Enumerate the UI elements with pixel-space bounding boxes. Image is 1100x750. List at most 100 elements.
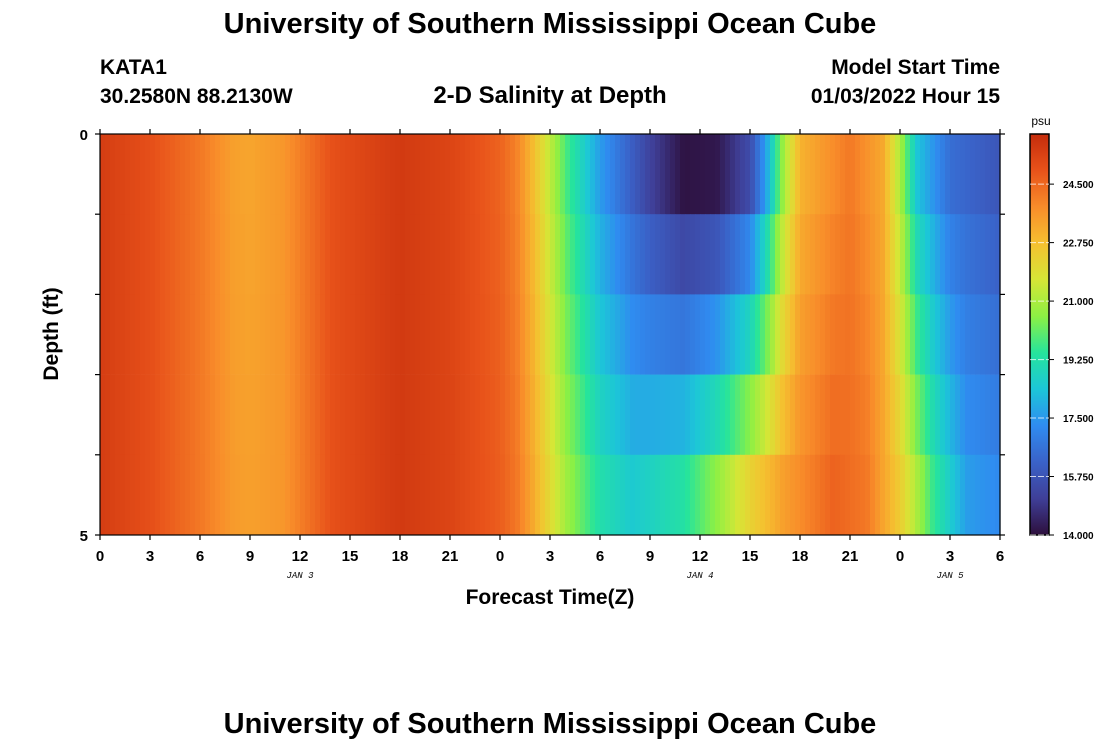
heatmap-cell <box>705 374 711 456</box>
heatmap-cell <box>375 294 381 375</box>
heatmap-cell <box>115 454 121 536</box>
heatmap-cell <box>670 454 676 536</box>
heatmap-cell <box>445 134 451 215</box>
heatmap-cell <box>605 134 611 215</box>
heatmap-cell <box>460 134 466 215</box>
heatmap-cell <box>205 294 211 375</box>
heatmap-cell <box>450 454 456 536</box>
heatmap-cell <box>270 294 276 375</box>
heatmap-cell <box>645 214 651 295</box>
heatmap-cell <box>980 214 986 295</box>
heatmap-cell <box>655 374 661 456</box>
heatmap-cell <box>960 214 966 295</box>
heatmap-cell <box>680 134 686 215</box>
heatmap-cell <box>935 454 941 536</box>
heatmap-cell <box>530 454 536 536</box>
heatmap-cell <box>385 454 391 536</box>
heatmap-cell <box>550 134 556 215</box>
heatmap-cell <box>985 214 991 295</box>
heatmap-cell <box>600 214 606 295</box>
heatmap-cell <box>625 214 631 295</box>
heatmap-cell <box>785 214 791 295</box>
heatmap-cell <box>635 374 641 456</box>
page-title: University of Southern Mississippi Ocean… <box>223 8 877 40</box>
heatmap-cell <box>605 294 611 375</box>
heatmap-cell <box>450 294 456 375</box>
heatmap-cell <box>415 214 421 295</box>
heatmap-cell <box>845 454 851 536</box>
heatmap-cell <box>645 294 651 375</box>
heatmap-cell <box>595 454 601 536</box>
heatmap-cell <box>565 374 571 456</box>
heatmap-cell <box>785 134 791 215</box>
heatmap-cell <box>385 374 391 456</box>
heatmap-cell <box>315 294 321 375</box>
heatmap-cell <box>330 454 336 536</box>
heatmap-cell <box>490 374 496 456</box>
heatmap-cell <box>730 454 736 536</box>
heatmap-cell <box>970 294 976 375</box>
heatmap-cell <box>110 454 116 536</box>
heatmap-cell <box>625 374 631 456</box>
heatmap-cell <box>230 134 236 215</box>
heatmap-cell <box>120 374 126 456</box>
heatmap-cell <box>650 294 656 375</box>
heatmap-cell <box>440 214 446 295</box>
heatmap-cell <box>375 454 381 536</box>
heatmap-cell <box>910 134 916 215</box>
heatmap-cell <box>205 454 211 536</box>
heatmap-cell <box>815 454 821 536</box>
heatmap-cell <box>385 214 391 295</box>
heatmap-cell <box>475 134 481 215</box>
heatmap-cell <box>225 294 231 375</box>
colorbar-tick-label: 17.500 <box>1063 414 1094 425</box>
x-tick-label: 6 <box>596 548 604 565</box>
heatmap-cell <box>235 374 241 456</box>
heatmap-cell <box>545 294 551 375</box>
heatmap-cell <box>985 294 991 375</box>
heatmap-cell <box>750 214 756 295</box>
heatmap-cell <box>165 134 171 215</box>
heatmap-cell <box>420 134 426 215</box>
heatmap-cell <box>120 134 126 215</box>
heatmap-cell <box>255 294 261 375</box>
heatmap-cell <box>415 454 421 536</box>
heatmap-cell <box>790 294 796 375</box>
heatmap-cell <box>705 454 711 536</box>
heatmap-cell <box>125 214 131 295</box>
x-axis-label: Forecast Time(Z) <box>466 586 635 609</box>
heatmap-cell <box>375 134 381 215</box>
heatmap-cell <box>610 294 616 375</box>
heatmap-cell <box>490 214 496 295</box>
heatmap-cell <box>655 134 661 215</box>
heatmap-cell <box>725 134 731 215</box>
heatmap-cell <box>275 454 281 536</box>
heatmap-cell <box>500 134 506 215</box>
heatmap-cell <box>860 134 866 215</box>
heatmap-cell <box>475 374 481 456</box>
heatmap-cell <box>700 294 706 375</box>
heatmap-cell <box>470 294 476 375</box>
heatmap-cell <box>425 374 431 456</box>
heatmap-cell <box>125 454 131 536</box>
heatmap-cell <box>800 374 806 456</box>
heatmap-cell <box>195 294 201 375</box>
heatmap-cell <box>335 134 341 215</box>
heatmap-cell <box>480 294 486 375</box>
heatmap-cell <box>835 294 841 375</box>
heatmap-cell <box>160 294 166 375</box>
heatmap-cell <box>415 134 421 215</box>
heatmap-cell <box>740 214 746 295</box>
heatmap-cell <box>180 374 186 456</box>
heatmap-cell <box>175 454 181 536</box>
heatmap-cell <box>380 374 386 456</box>
heatmap-cell <box>505 294 511 375</box>
heatmap-cell <box>370 374 376 456</box>
heatmap-cell <box>760 454 766 536</box>
heatmap-cell <box>470 214 476 295</box>
heatmap-cell <box>575 374 581 456</box>
heatmap-cell <box>420 454 426 536</box>
heatmap-cell <box>400 454 406 536</box>
heatmap-cell <box>525 294 531 375</box>
heatmap-cell <box>580 374 586 456</box>
